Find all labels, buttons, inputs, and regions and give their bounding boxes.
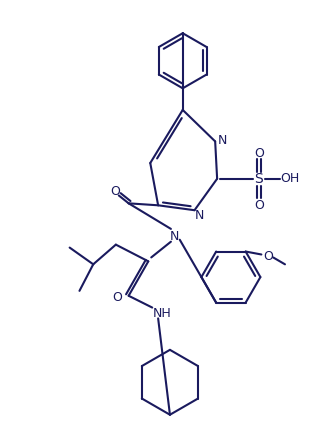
Text: O: O bbox=[254, 147, 264, 160]
Text: O: O bbox=[263, 250, 273, 263]
Text: OH: OH bbox=[280, 172, 299, 185]
Text: N: N bbox=[170, 230, 180, 243]
Text: O: O bbox=[254, 199, 264, 212]
Text: N: N bbox=[195, 209, 204, 222]
Text: NH: NH bbox=[153, 307, 171, 320]
Text: O: O bbox=[112, 291, 122, 304]
Text: S: S bbox=[254, 172, 263, 186]
Text: N: N bbox=[217, 134, 227, 147]
Text: O: O bbox=[110, 185, 120, 198]
